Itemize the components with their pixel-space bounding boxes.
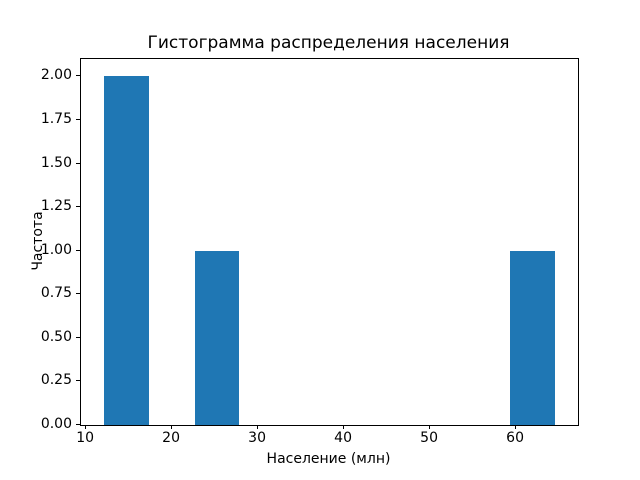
plot-area <box>80 58 579 426</box>
x-tick-label: 30 <box>248 430 267 446</box>
histogram-bar <box>194 250 240 425</box>
x-tick-label: 40 <box>334 430 353 446</box>
x-tick-label: 60 <box>506 430 525 446</box>
y-tick-mark <box>76 293 80 295</box>
x-tick-mark <box>515 425 517 429</box>
y-tick-label: 0.25 <box>40 372 72 389</box>
chart-title: Гистограмма распределения населения <box>147 33 510 53</box>
x-tick-mark <box>171 425 173 429</box>
y-tick-label: 1.50 <box>40 154 72 171</box>
y-tick-mark <box>76 336 80 338</box>
x-tick-label: 10 <box>76 430 95 446</box>
histogram-bar <box>510 250 555 425</box>
y-tick-mark <box>76 119 80 120</box>
x-tick-mark <box>429 425 431 429</box>
x-tick-mark <box>257 425 259 429</box>
x-axis-label: Население (млн) <box>266 451 391 467</box>
x-tick-label: 50 <box>420 430 439 446</box>
y-tick-label: 0.75 <box>40 285 72 302</box>
y-tick-label: 1.00 <box>40 241 72 258</box>
y-tick-label: 0.50 <box>40 328 72 345</box>
y-tick-mark <box>76 424 80 425</box>
y-tick-mark <box>76 162 80 164</box>
x-tick-mark <box>85 425 87 429</box>
y-tick-label: 1.75 <box>40 111 72 127</box>
y-tick-label: 2.00 <box>40 67 72 84</box>
histogram-bar <box>104 76 149 425</box>
y-tick-mark <box>76 206 80 208</box>
x-tick-label: 20 <box>162 430 181 446</box>
x-tick-mark <box>343 425 345 429</box>
y-tick-label: 1.25 <box>40 198 72 215</box>
y-tick-label: 0.00 <box>40 416 72 432</box>
y-tick-mark <box>76 75 80 77</box>
y-tick-mark <box>76 249 80 251</box>
y-tick-mark <box>76 380 80 382</box>
